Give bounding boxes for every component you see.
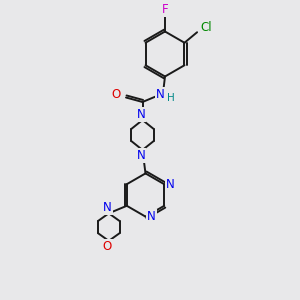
Text: N: N [156, 88, 165, 101]
Text: N: N [136, 149, 146, 162]
Text: N: N [147, 210, 156, 223]
Text: F: F [162, 3, 168, 16]
Text: N: N [136, 108, 146, 121]
Text: O: O [112, 88, 121, 101]
Text: O: O [103, 240, 112, 254]
Text: H: H [167, 93, 175, 103]
Text: N: N [103, 201, 112, 214]
Text: N: N [166, 178, 175, 191]
Text: Cl: Cl [200, 21, 212, 34]
